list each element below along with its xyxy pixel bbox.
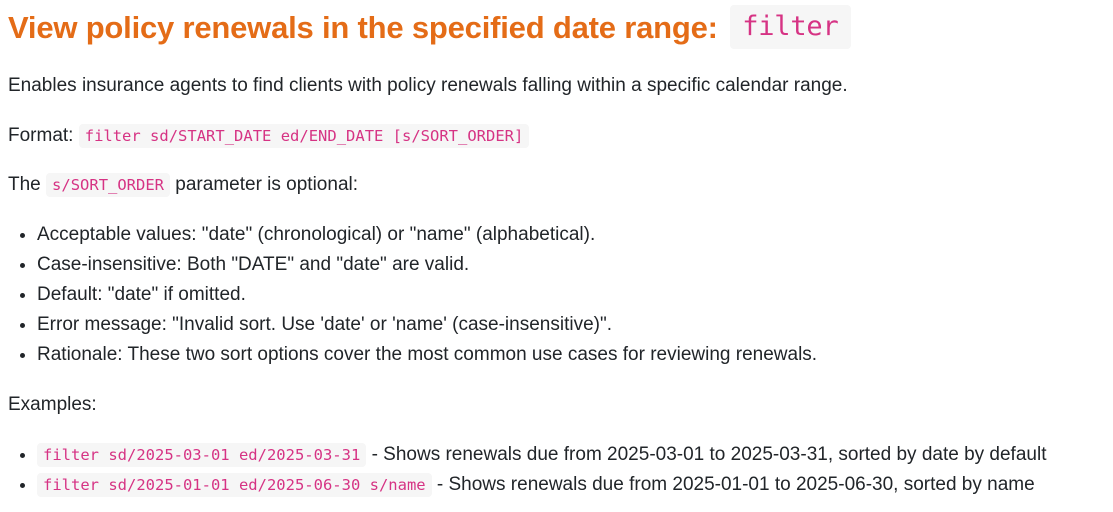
param-note-prefix: The xyxy=(8,174,41,195)
format-paragraph: Format: filter sd/START_DATE ed/END_DATE… xyxy=(8,121,1105,151)
examples-label: Examples: xyxy=(8,394,97,415)
description-paragraph: Enables insurance agents to find clients… xyxy=(8,75,848,96)
page-title-text: View policy renewals in the specified da… xyxy=(8,10,718,45)
example-text: - Shows renewals due from 2025-01-01 to … xyxy=(436,474,1035,495)
examples-list: filter sd/2025-03-01 ed/2025-03-31 - Sho… xyxy=(8,440,1105,500)
command-code: filter xyxy=(730,4,851,49)
param-note-suffix: parameter is optional: xyxy=(175,174,359,195)
list-item: Acceptable values: "date" (chronological… xyxy=(37,220,1105,250)
example-code: filter sd/2025-03-01 ed/2025-03-31 xyxy=(37,443,367,467)
list-item: Default: "date" if omitted. xyxy=(37,280,1105,310)
list-item: Error message: "Invalid sort. Use 'date'… xyxy=(37,310,1105,340)
list-item: filter sd/2025-01-01 ed/2025-06-30 s/nam… xyxy=(37,470,1105,500)
format-label: Format: xyxy=(8,125,74,146)
param-note-paragraph: The s/SORT_ORDER parameter is optional: xyxy=(8,170,1105,200)
page-title: View policy renewals in the specified da… xyxy=(8,0,1105,49)
format-code: filter sd/START_DATE ed/END_DATE [s/SORT… xyxy=(78,124,530,148)
sort-rules-list: Acceptable values: "date" (chronological… xyxy=(8,220,1105,370)
list-item: Case-insensitive: Both "DATE" and "date"… xyxy=(37,250,1105,280)
param-code: s/SORT_ORDER xyxy=(46,173,171,197)
list-item: filter sd/2025-03-01 ed/2025-03-31 - Sho… xyxy=(37,440,1105,470)
list-item: Rationale: These two sort options cover … xyxy=(37,340,1105,370)
example-text: - Shows renewals due from 2025-03-01 to … xyxy=(371,444,1047,465)
example-code: filter sd/2025-01-01 ed/2025-06-30 s/nam… xyxy=(37,473,432,497)
